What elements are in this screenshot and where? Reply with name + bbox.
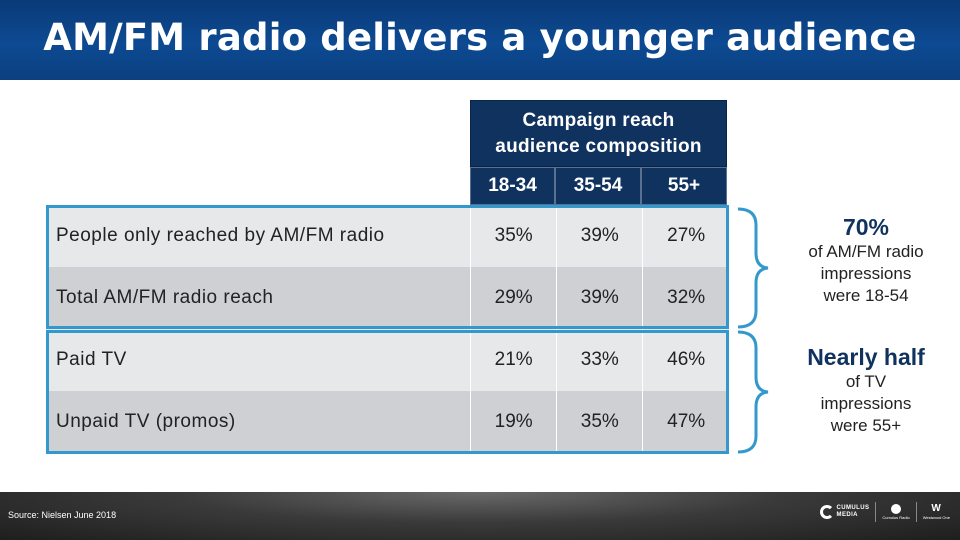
logo-divider: [875, 502, 877, 522]
cumulus-media-logo: CUMULUS MEDIA: [819, 505, 870, 519]
table-row: Total AM/FM radio reach 29% 39% 32%: [46, 267, 729, 329]
cell-value: 33%: [556, 329, 643, 391]
cell-value: 39%: [556, 267, 643, 329]
cell-value: 32%: [642, 267, 729, 329]
audience-composition-table: People only reached by AM/FM radio 35% 3…: [46, 205, 729, 453]
title-banner: AM/FM radio delivers a younger audience: [0, 0, 960, 80]
cumulus-radio-icon: [891, 504, 902, 514]
cell-value: 19%: [470, 391, 557, 453]
row-label: People only reached by AM/FM radio: [46, 205, 471, 267]
header-line-2: audience composition: [495, 135, 702, 157]
cumulus-radio-logo: Cumulus Radio: [882, 504, 910, 520]
cell-value: 35%: [470, 205, 557, 267]
callout-stat: Nearly half: [807, 344, 925, 370]
campaign-reach-header: Campaign reach audience composition: [470, 100, 727, 167]
header-line-1: Campaign reach: [522, 109, 675, 131]
cumulus-mark-icon: [819, 505, 834, 519]
slide-title: AM/FM radio delivers a younger audience: [43, 15, 917, 59]
table-row: Unpaid TV (promos) 19% 35% 47%: [46, 391, 729, 453]
callout-line: impressions: [820, 264, 912, 283]
table-row: People only reached by AM/FM radio 35% 3…: [46, 205, 729, 267]
row-label: Unpaid TV (promos): [46, 391, 471, 453]
row-label: Paid TV: [46, 329, 471, 391]
callout-line: of TV: [845, 372, 887, 391]
table-row: Paid TV 21% 33% 46%: [46, 329, 729, 391]
cell-value: 47%: [642, 391, 729, 453]
cell-value: 21%: [470, 329, 557, 391]
tv-brace-icon: [737, 330, 769, 454]
radio-callout: 70% of AM/FM radio impressions were 18-5…: [776, 214, 956, 307]
callout-line: impressions: [820, 394, 912, 413]
source-note: Source: Nielsen June 2018: [8, 510, 117, 520]
cell-value: 27%: [642, 205, 729, 267]
cumulus-logo-text: CUMULUS MEDIA: [836, 505, 870, 518]
footer-bar: Source: Nielsen June 2018 CUMULUS MEDIA …: [0, 492, 960, 540]
logo-divider: [915, 502, 917, 522]
logo-group: CUMULUS MEDIA Cumulus Radio W Westwood O…: [819, 502, 950, 522]
column-header-35-54: 35-54: [555, 167, 641, 205]
callout-line: of AM/FM radio: [808, 242, 924, 261]
row-label: Total AM/FM radio reach: [46, 267, 471, 329]
westwood-one-icon: W: [931, 503, 941, 514]
radio-brace-icon: [737, 207, 769, 329]
age-column-headers: 18-34 35-54 55+: [470, 167, 727, 205]
cell-value: 35%: [556, 391, 643, 453]
cell-value: 46%: [642, 329, 729, 391]
callout-line: were 55+: [830, 416, 902, 435]
column-header-55-plus: 55+: [641, 167, 727, 205]
cell-value: 29%: [470, 267, 557, 329]
column-header-18-34: 18-34: [470, 167, 555, 205]
westwood-one-logo: W Westwood One: [922, 503, 950, 521]
cell-value: 39%: [556, 205, 643, 267]
tv-callout: Nearly half of TV impressions were 55+: [776, 344, 956, 437]
callout-stat: 70%: [842, 214, 890, 240]
callout-line: were 18-54: [823, 286, 909, 305]
